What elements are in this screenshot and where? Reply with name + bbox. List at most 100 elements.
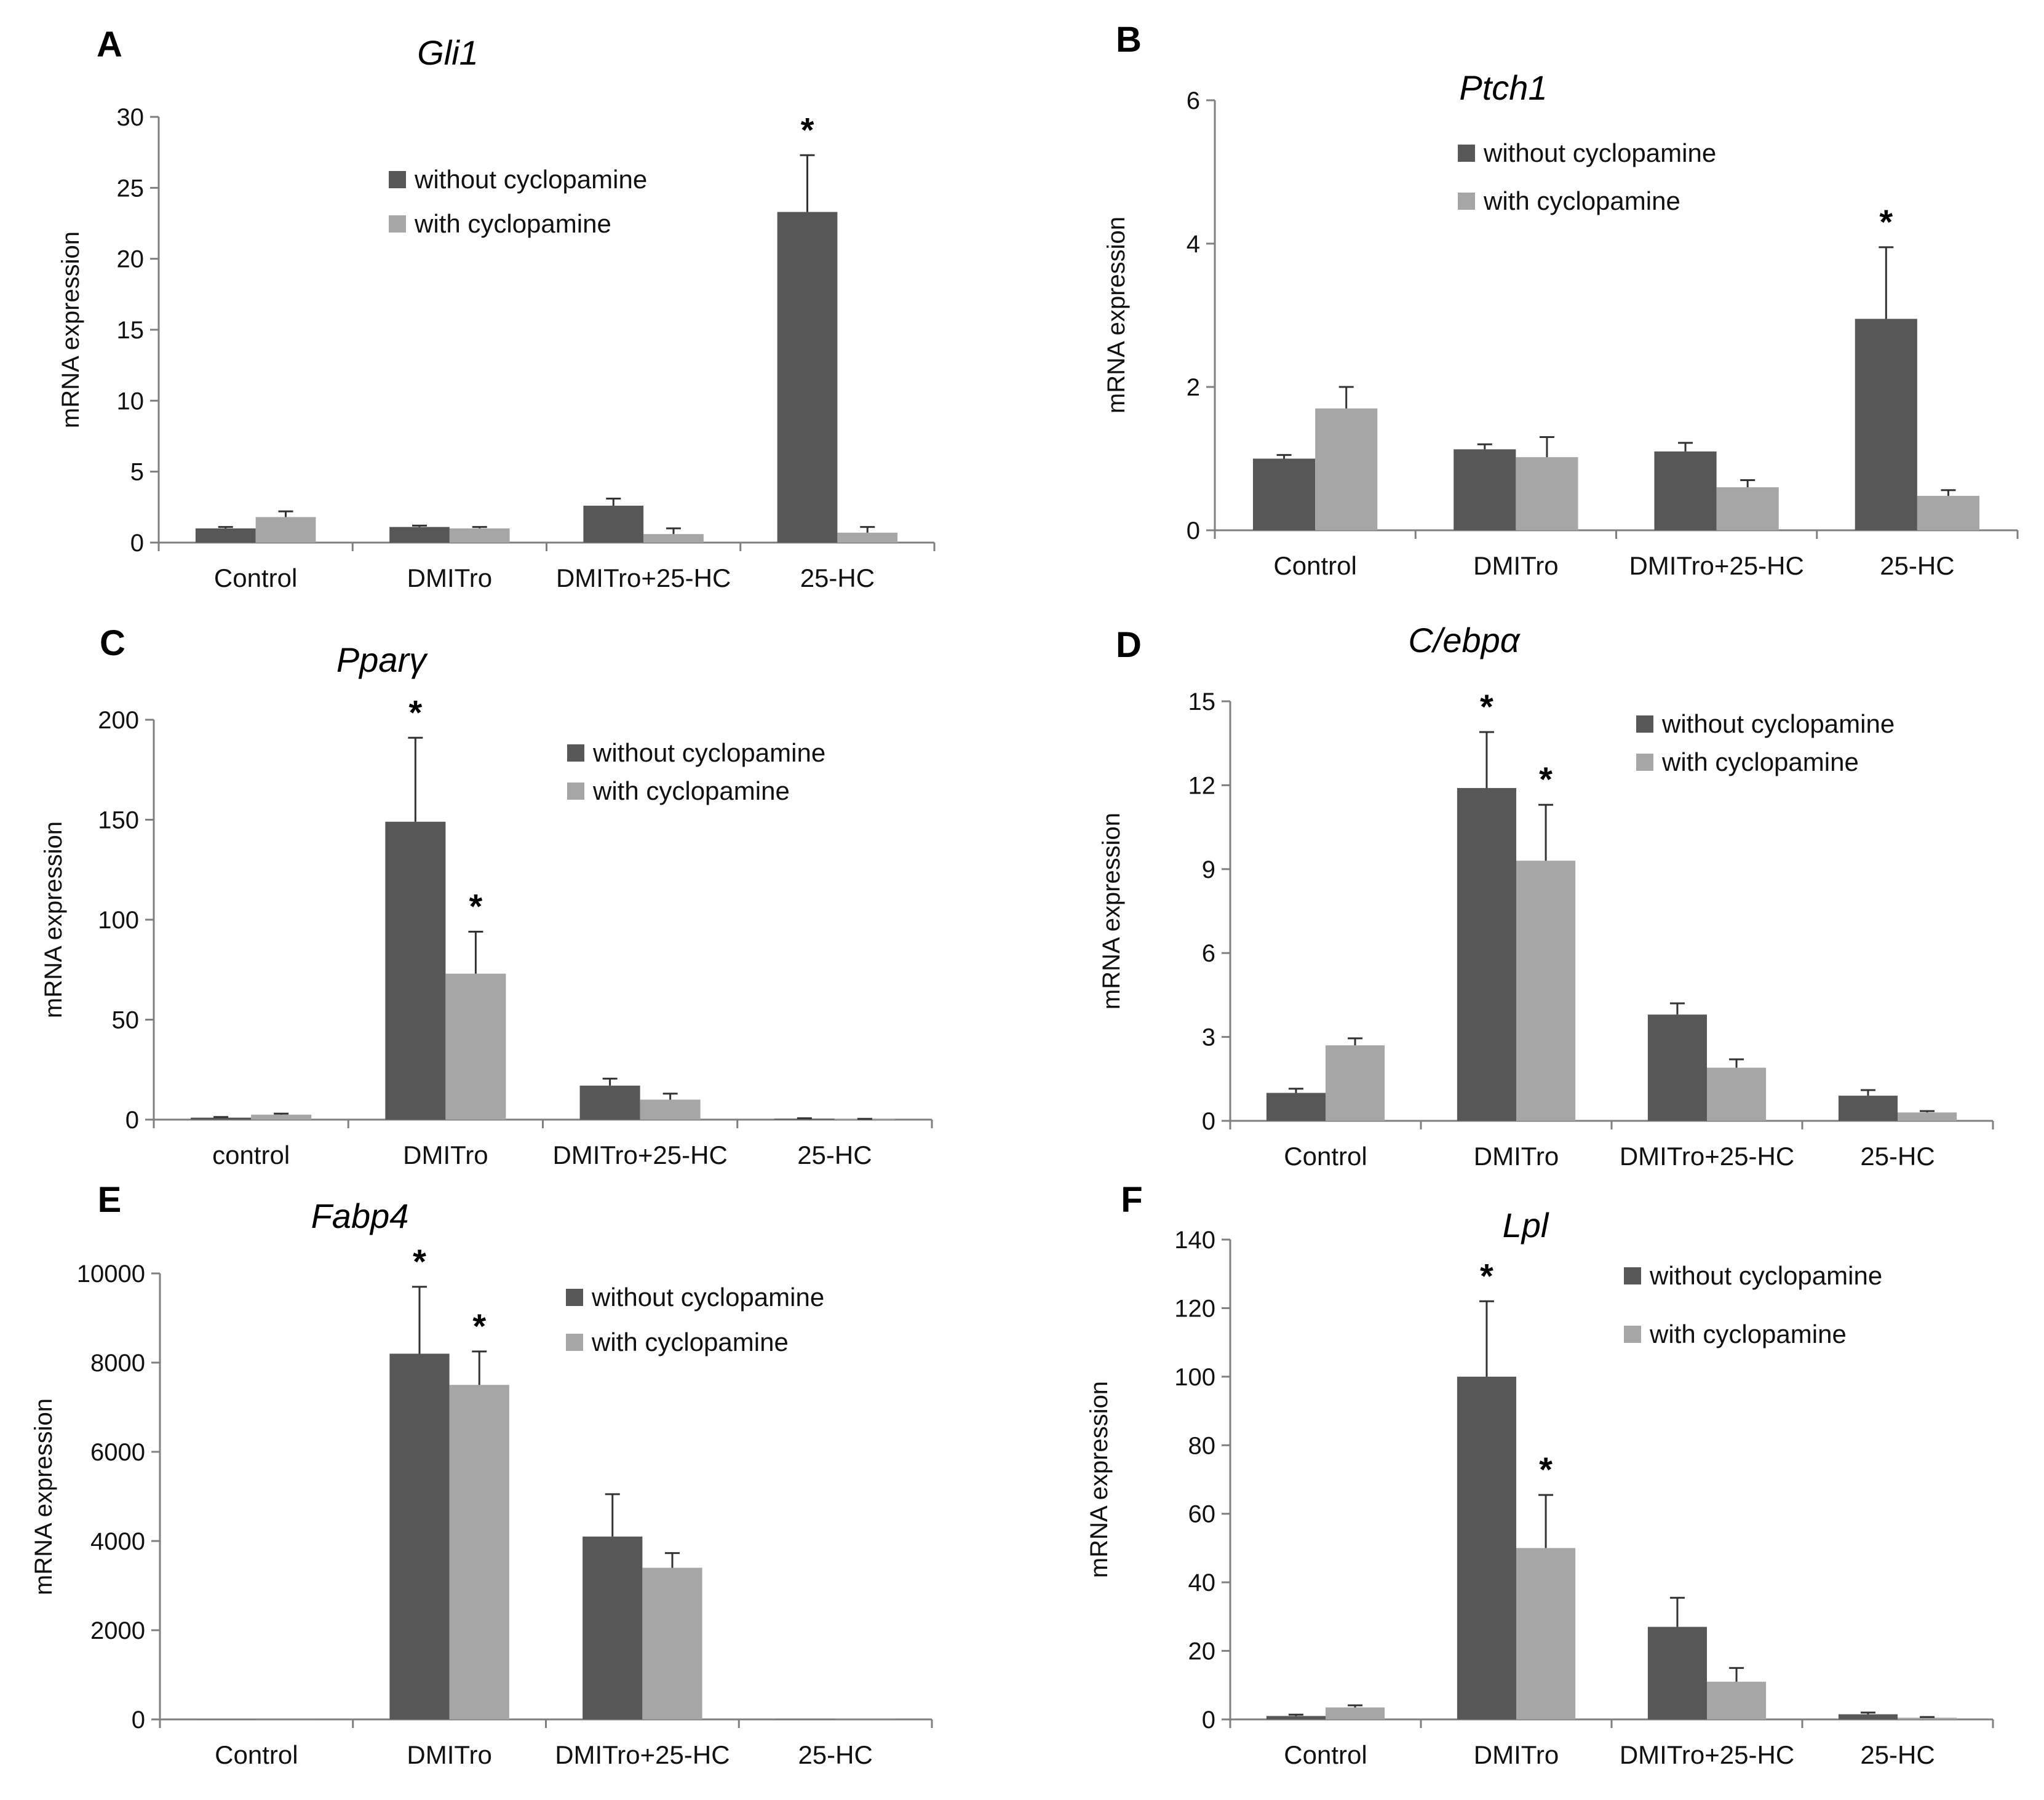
x-tick-label: Control (1284, 1142, 1367, 1171)
bar (1716, 487, 1779, 530)
legend-swatch (1624, 1267, 1641, 1284)
x-tick-label: DMITro+25-HC (556, 563, 731, 592)
y-tick-label: 12 (1188, 772, 1216, 799)
x-tick-label: DMITro (403, 1141, 488, 1169)
x-tick-label: DMITro+25-HC (1629, 551, 1803, 580)
y-axis-label: mRNA expression (40, 821, 67, 1018)
y-tick-label: 0 (1187, 517, 1200, 544)
bar (191, 1117, 252, 1120)
x-tick-label: Control (1284, 1740, 1367, 1769)
chart-panel-a: A Gli1 mRNA expression 0 5 10 15 20 25 30 Control D… (57, 25, 936, 592)
panel-letter: D (1116, 625, 1142, 665)
y-tick-label: 0 (1202, 1706, 1215, 1734)
legend-swatch (567, 744, 584, 762)
x-tick-label: DMITro+25-HC (1620, 1142, 1794, 1171)
legend-label: with cyclopamine (592, 776, 790, 805)
y-axis-label: mRNA expression (1103, 217, 1130, 413)
y-tick-label: 40 (1188, 1569, 1216, 1596)
bar (777, 212, 838, 543)
panel-letter: C (100, 623, 125, 663)
y-tick-label: 80 (1188, 1432, 1216, 1459)
significance-star: * (801, 110, 814, 149)
significance-star: * (469, 887, 482, 926)
bar (1326, 1707, 1385, 1719)
bar (1516, 457, 1578, 530)
y-tick-label: 0 (125, 1107, 139, 1134)
y-axis-label: mRNA expression (1098, 813, 1125, 1010)
significance-star: * (1480, 1256, 1493, 1295)
y-tick-label: 2000 (90, 1617, 145, 1644)
significance-star: * (1879, 202, 1893, 241)
x-tick-label: DMITro (407, 1740, 491, 1769)
y-tick-label: 0 (132, 1706, 145, 1734)
y-tick-label: 140 (1174, 1227, 1215, 1254)
chart-panel-b: B Ptch1 mRNA expression 0 2 4 6 Control DMITro DM… (1103, 20, 2019, 580)
legend-swatch (389, 171, 406, 188)
chart-panel-d: D C/ebpα mRNA expression 0 3 6 9 12 15 Control DMI… (1098, 621, 1994, 1171)
bar (1453, 449, 1516, 530)
y-tick-label: 50 (112, 1007, 140, 1034)
bar (385, 821, 446, 1120)
bar (1252, 458, 1316, 530)
y-tick-label: 3 (1202, 1024, 1215, 1051)
y-tick-label: 10000 (77, 1260, 145, 1288)
bar (583, 1536, 643, 1719)
y-tick-label: 200 (98, 707, 139, 734)
x-tick-label: DMITro (1474, 1142, 1559, 1171)
legend-label: without cyclopamine (1661, 709, 1895, 738)
legend-swatch (567, 783, 584, 800)
x-tick-label: DMITro (407, 563, 492, 592)
y-tick-label: 0 (130, 530, 144, 557)
bar (640, 1099, 701, 1120)
chart-panel-f: F Lpl mRNA expression 0 20 40 60 80 100 120 140 Con… (1086, 1180, 1994, 1769)
significance-star: * (408, 693, 422, 731)
bar (389, 527, 450, 543)
bar (1315, 408, 1378, 530)
bar (251, 1114, 312, 1120)
y-axis-label: mRNA expression (30, 1398, 57, 1595)
y-tick-label: 0 (1202, 1108, 1215, 1135)
bar (1266, 1093, 1326, 1121)
panel-letter: F (1121, 1180, 1142, 1220)
x-tick-label: DMITro+25-HC (1620, 1740, 1794, 1769)
y-tick-label: 30 (117, 104, 145, 131)
x-tick-label: Control (1273, 551, 1356, 580)
bar (1516, 1548, 1576, 1719)
legend-swatch (1458, 145, 1475, 162)
significance-star: * (1539, 760, 1553, 798)
y-tick-label: 2 (1187, 374, 1200, 401)
chart-title: Lpl (1503, 1206, 1549, 1244)
y-tick-label: 120 (1174, 1295, 1215, 1322)
y-axis-label: mRNA expression (1086, 1381, 1113, 1578)
bar (1917, 496, 1980, 530)
bar (1647, 1627, 1707, 1719)
legend-label: without cyclopamine (1649, 1261, 1882, 1290)
significance-star: * (1539, 1450, 1553, 1489)
bar (449, 1385, 509, 1719)
y-tick-label: 10 (117, 388, 145, 415)
chart-title: Fabp4 (311, 1197, 409, 1235)
legend-swatch (1624, 1326, 1641, 1343)
x-tick-label: DMITro (1474, 1740, 1559, 1769)
bar (1266, 1716, 1326, 1719)
bar (1898, 1718, 1957, 1719)
y-tick-label: 4 (1187, 231, 1200, 258)
bar (1326, 1045, 1385, 1121)
y-tick-label: 15 (117, 317, 145, 344)
legend-swatch (1636, 715, 1653, 733)
legend-label: without cyclopamine (592, 738, 825, 767)
bar (1838, 1714, 1898, 1719)
bar (1707, 1681, 1767, 1719)
legend-swatch (566, 1334, 583, 1351)
legend-swatch (389, 215, 406, 233)
y-tick-label: 150 (98, 807, 139, 834)
bar (1654, 451, 1717, 530)
bar (1647, 1014, 1707, 1121)
significance-star: * (413, 1242, 426, 1281)
x-tick-label: 25-HC (797, 1141, 872, 1169)
y-tick-label: 5 (130, 459, 144, 486)
y-tick-label: 6 (1202, 940, 1215, 967)
y-tick-label: 20 (1188, 1638, 1216, 1665)
legend-swatch (566, 1289, 583, 1306)
